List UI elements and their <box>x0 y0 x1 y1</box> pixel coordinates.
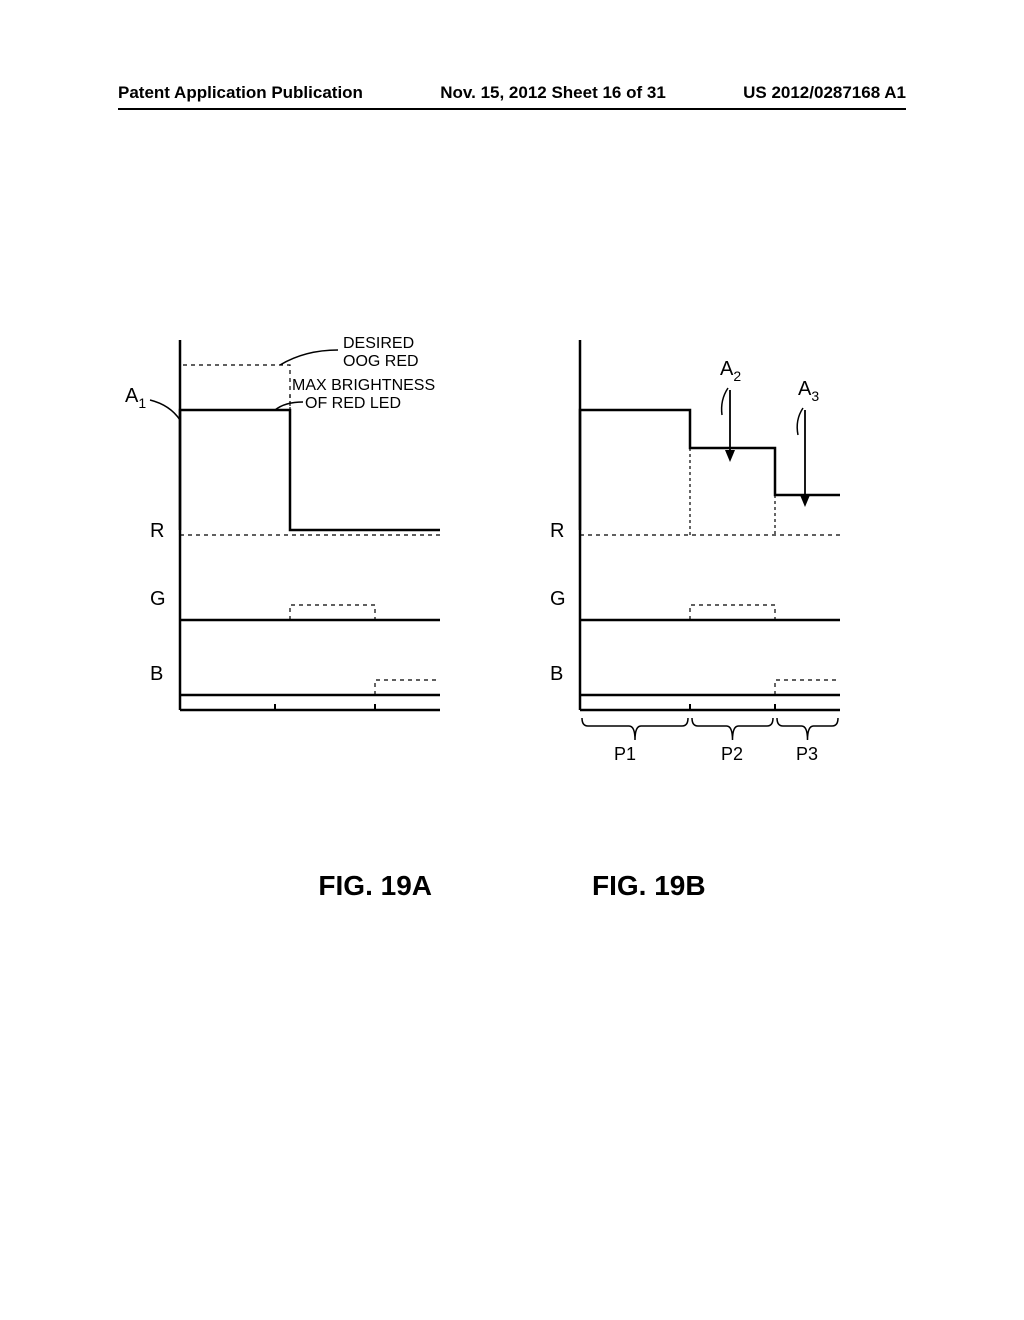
caption-19a: FIG. 19A <box>318 870 432 902</box>
lead-desired <box>280 350 338 365</box>
label-a3: A3 <box>798 378 819 404</box>
annot-max-l2: OF RED LED <box>305 395 401 412</box>
fig-19b: R G B A2 A3 <box>550 340 840 764</box>
header-rule <box>118 108 906 110</box>
label-r-b: R <box>550 520 564 542</box>
label-p3: P3 <box>796 744 818 764</box>
label-b: B <box>150 663 163 685</box>
fig-19a: R G B DESIRED OOG RED MAX <box>125 335 440 710</box>
arrow-a2-head <box>725 450 735 462</box>
arrow-a3-head <box>800 495 810 507</box>
page-header: Patent Application Publication Nov. 15, … <box>0 83 1024 103</box>
label-g: G <box>150 588 166 610</box>
lead-a1 <box>150 400 180 420</box>
annot-desired-l1: DESIRED <box>343 335 414 352</box>
caption-19b: FIG. 19B <box>592 870 706 902</box>
lead-a2-hook <box>722 388 728 415</box>
annot-max-l1: MAX BRIGHTNESS <box>292 377 435 394</box>
header-center: Nov. 15, 2012 Sheet 16 of 31 <box>440 83 666 103</box>
label-a2: A2 <box>720 358 741 384</box>
header-left: Patent Application Publication <box>118 83 363 103</box>
label-p1: P1 <box>614 744 636 764</box>
label-b-b: B <box>550 663 563 685</box>
header-right: US 2012/0287168 A1 <box>743 83 906 103</box>
lead-a3-hook <box>797 408 803 435</box>
label-a1: A1 <box>125 385 146 411</box>
captions-row: FIG. 19A FIG. 19B <box>0 870 1024 902</box>
figures-svg: R G B DESIRED OOG RED MAX <box>0 270 1024 830</box>
figures-container: R G B DESIRED OOG RED MAX <box>0 270 1024 830</box>
annot-desired-l2: OOG RED <box>343 353 419 370</box>
label-g-b: G <box>550 588 566 610</box>
label-r: R <box>150 520 164 542</box>
label-p2: P2 <box>721 744 743 764</box>
